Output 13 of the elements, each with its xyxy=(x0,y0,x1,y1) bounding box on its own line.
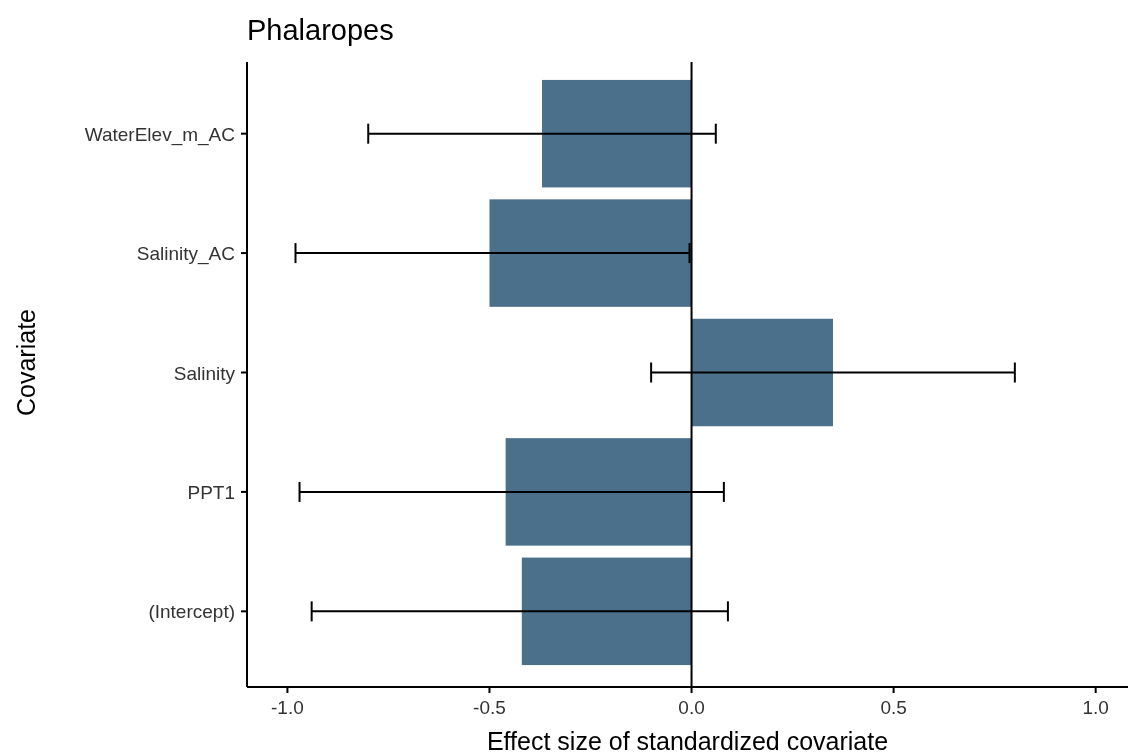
chart-title: Phalaropes xyxy=(247,14,394,46)
x-tick-label: 0.5 xyxy=(880,697,907,718)
y-tick-label: Salinity_AC xyxy=(136,243,235,266)
x-tick-label: 1.0 xyxy=(1082,697,1109,718)
y-tick-label: PPT1 xyxy=(187,481,235,503)
x-axis-title: Effect size of standardized covariate xyxy=(486,727,889,755)
y-tick-label: (Intercept) xyxy=(148,601,235,623)
y-axis-title: Covariate xyxy=(12,309,40,416)
y-tick-label: WaterElev_m_AC xyxy=(84,123,235,146)
x-tick-label: 0.0 xyxy=(678,697,705,718)
x-tick-label: -0.5 xyxy=(473,697,506,718)
x-tick-label: -1.0 xyxy=(271,697,304,718)
y-tick-label: Salinity xyxy=(173,362,236,384)
